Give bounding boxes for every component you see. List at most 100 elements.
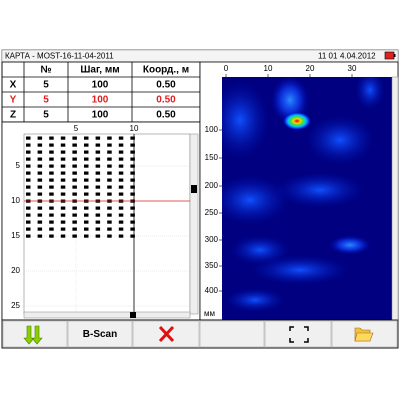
scan-point [37,220,43,224]
scan-point [72,171,77,175]
title: КАРТА - MOST-16-11-04-2011 [5,52,114,61]
scan-point [60,220,66,224]
scan-point [84,157,89,161]
scan-point [26,157,31,161]
grid-x-tick: 10 [130,124,139,133]
scan-point [107,227,112,231]
scan-point [37,206,43,210]
scan-point [49,234,54,238]
scan-point [95,234,101,238]
scan-point [84,206,89,210]
scan-point [37,157,43,161]
scan-point [118,143,124,147]
table-cell: 0.50 [156,95,176,106]
scan-point [49,178,54,182]
scan-point [107,143,112,147]
h-scrollbar[interactable] [23,311,191,319]
scan-point [72,150,77,154]
scan-point [130,171,135,175]
scan-point [26,178,31,182]
scan-point [107,234,112,238]
scan-y-tick: 150 [205,153,219,162]
scan-point [37,178,43,182]
scan-point [130,213,135,217]
heatmap [222,77,392,320]
scan-point [130,136,135,140]
h-scroll-thumb[interactable] [130,312,136,318]
scan-point [26,143,31,147]
scan-point [26,220,31,224]
scan-point [84,150,89,154]
down-button[interactable] [2,320,68,348]
scan-point [60,157,66,161]
scan-point [84,164,89,168]
scan-point [26,192,31,196]
scan-point [72,206,77,210]
scan-point [60,206,66,210]
scan-point [26,164,31,168]
scan-point [118,213,124,217]
scan-point [95,178,101,182]
scan-y-tick: 350 [205,261,219,270]
scan-point [118,171,124,175]
scan-point [60,178,66,182]
close-button[interactable] [132,320,200,348]
bscan-button[interactable]: B-Scan [67,320,133,348]
scan-point [60,185,66,189]
grid-y-tick: 20 [11,266,20,275]
scan-point [60,192,66,196]
table-cell: 0.50 [156,110,176,121]
scan-point [95,136,101,140]
scan-point [95,227,101,231]
scan-y-tick: 300 [205,235,219,244]
scan-point [37,150,43,154]
scan-point [130,185,135,189]
scan-point [72,213,77,217]
scan-point [107,185,112,189]
table-cell: Y [10,95,17,106]
scan-point [72,192,77,196]
scan-point [107,150,112,154]
scan-point [107,178,112,182]
scan-point [118,150,124,154]
scan-x-tick: 30 [348,64,357,73]
scan-point [26,150,31,154]
grid-area [23,133,191,315]
scan-point [107,164,112,168]
scan-point [37,136,43,140]
scan-point [72,164,77,168]
scan-point [49,157,54,161]
v-scroll-thumb[interactable] [191,185,197,193]
scan-point [95,192,101,196]
scan-point [60,150,66,154]
scan-point [118,178,124,182]
scan-point [130,227,135,231]
scan-point [26,206,31,210]
v-scrollbar[interactable] [189,133,199,315]
scan-point [37,164,43,168]
empty-button[interactable] [199,320,265,348]
table-cell: 100 [92,80,109,91]
scan-point [107,171,112,175]
scan-point [26,185,31,189]
scan-point [26,136,31,140]
scan-point [84,171,89,175]
scan-x-tick: 20 [306,64,315,73]
grid-y-tick: 25 [11,301,20,310]
scan-point [130,192,135,196]
scan-point [84,213,89,217]
fullscreen-button[interactable] [264,320,332,348]
scan-point [84,234,89,238]
scan-point [130,143,135,147]
scan-point [95,171,101,175]
scan-point [72,136,77,140]
folder-button[interactable] [331,320,398,348]
time: 11 01 [318,52,338,61]
scan-point [84,192,89,196]
scan-point [107,157,112,161]
scan-point [130,178,135,182]
scan-point [95,220,101,224]
scan-point [49,220,54,224]
scan-scrollbar[interactable] [391,76,399,321]
